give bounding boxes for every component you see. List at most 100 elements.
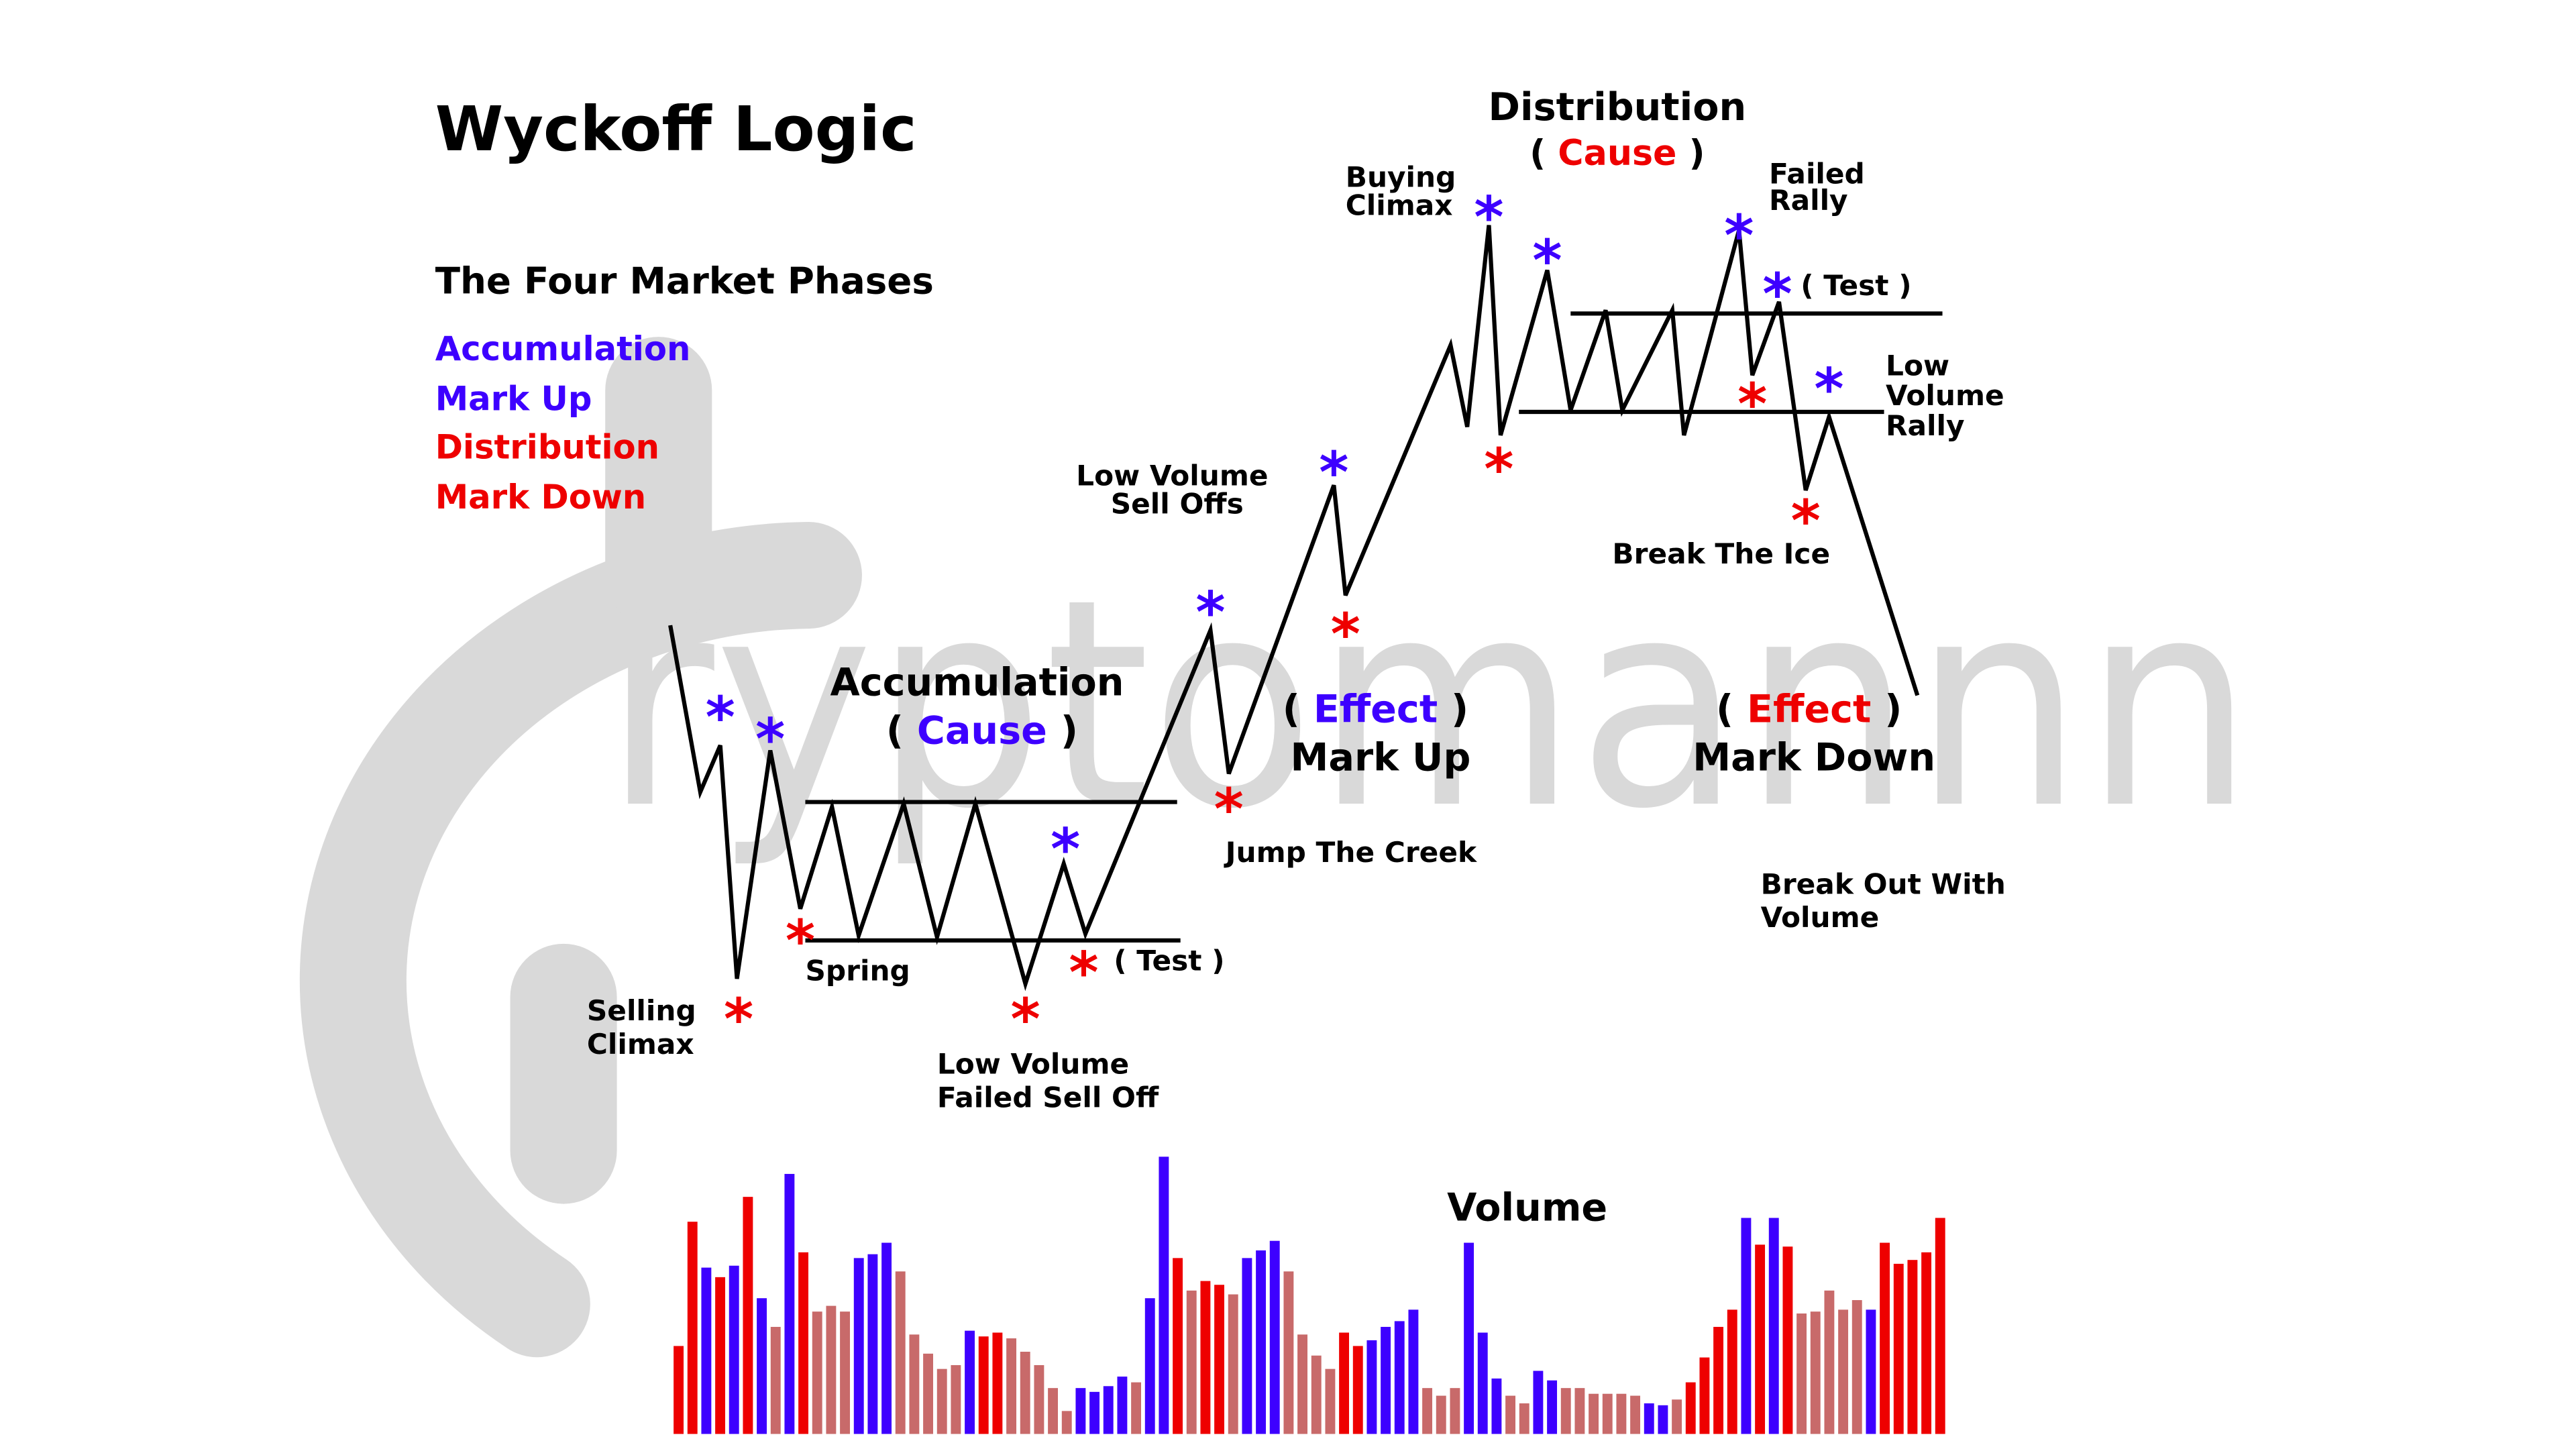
page-title: Wyckoff Logic: [435, 93, 917, 165]
volume-bar: [1381, 1326, 1391, 1434]
paren-close: ): [1451, 687, 1468, 731]
paren-open: (: [1283, 687, 1300, 731]
volume-bar: [895, 1271, 906, 1434]
marker-red: *: [1069, 940, 1098, 1006]
volume-bar: [674, 1346, 684, 1434]
volume-bar: [1685, 1382, 1696, 1434]
accumulation-title: Accumulation: [830, 661, 1124, 705]
volume-bar: [1366, 1340, 1377, 1434]
marker-red: *: [1484, 436, 1513, 502]
volume-bar: [1519, 1403, 1529, 1434]
label-line: Volume: [1761, 901, 1880, 934]
label-low-volume-failed-sell-off: Low Volume Failed Sell Off: [937, 1048, 1159, 1114]
marker-red: *: [724, 987, 753, 1053]
volume-bar: [1727, 1309, 1737, 1434]
volume-bar: [1144, 1298, 1155, 1434]
phase-legend-accumulation: Accumulation: [435, 329, 691, 368]
label-line: Rally: [1886, 409, 1965, 442]
label-buying-climax: Buying Climax: [1346, 160, 1466, 221]
label-jump-the-creek: Jump The Creek: [1224, 836, 1477, 869]
volume-bar: [1644, 1403, 1654, 1434]
paren-open: (: [1716, 687, 1733, 731]
volume-bar: [1242, 1258, 1252, 1434]
phases-subtitle: The Four Market Phases: [435, 260, 934, 303]
distribution-cause: ( Cause ): [1529, 133, 1705, 174]
volume-bar: [1103, 1386, 1114, 1434]
volume-bar: [1020, 1351, 1030, 1434]
volume-bar: [1755, 1244, 1766, 1434]
price-path: [668, 225, 1920, 991]
volume-bar: [867, 1254, 878, 1434]
volume-bar: [743, 1197, 753, 1434]
volume-bar: [1048, 1388, 1059, 1434]
marker-red: *: [1214, 776, 1244, 842]
volume-bar: [1186, 1290, 1197, 1434]
label-line: Failed Sell Off: [937, 1081, 1159, 1114]
volume-bar: [1269, 1240, 1280, 1434]
volume-bar: [1491, 1378, 1502, 1434]
volume-bar: [965, 1330, 975, 1434]
volume-bar: [1560, 1388, 1571, 1434]
watermark-logo: ryptomannn: [299, 337, 2254, 1358]
volume-bar: [1935, 1218, 1945, 1434]
label-line: Buying: [1346, 160, 1456, 193]
markdown-title: Mark Down: [1693, 735, 1935, 780]
volume-bar: [1408, 1309, 1419, 1434]
volume-bar: [1851, 1300, 1862, 1434]
marker-red: *: [1737, 371, 1767, 437]
label-line: Break Out With: [1761, 867, 2006, 900]
marker-red: *: [1010, 987, 1040, 1053]
markers: * * * * * * * * * * * * * * * * * * *: [706, 184, 1844, 1052]
marker-blue: *: [755, 706, 785, 772]
label-line: Failed: [1769, 157, 1865, 190]
volume-bar: [1782, 1246, 1793, 1434]
volume-bar: [1741, 1218, 1752, 1434]
volume-bar: [1574, 1388, 1585, 1434]
marker-blue: *: [1195, 580, 1225, 645]
volume-bar: [1602, 1393, 1613, 1434]
marker-blue: *: [1319, 439, 1348, 505]
label-line: Climax: [587, 1028, 694, 1061]
volume-bar: [701, 1267, 712, 1434]
volume-bar: [923, 1353, 933, 1434]
volume-title: Volume: [1447, 1185, 1607, 1230]
label-break-out-with-volume: Break Out With Volume: [1761, 867, 2016, 934]
volume-bar: [798, 1252, 809, 1434]
volume-bar: [881, 1242, 892, 1434]
label-low-volume-rally: Low Volume Rally: [1886, 349, 2014, 441]
label-line: Sell Offs: [1111, 488, 1244, 521]
volume-bar: [1464, 1242, 1474, 1434]
volume-bar: [1616, 1393, 1627, 1434]
effect-label: Effect: [1313, 687, 1438, 731]
volume-bar: [1117, 1377, 1128, 1434]
marker-red: *: [1331, 601, 1360, 667]
effect-label: Effect: [1747, 687, 1871, 731]
volume-bar: [1768, 1218, 1779, 1434]
marker-blue: *: [1051, 816, 1080, 882]
label-spring: Spring: [805, 955, 910, 987]
volume-bar: [770, 1326, 781, 1434]
volume-bar: [1256, 1250, 1267, 1434]
phase-legend-markdown: Mark Down: [435, 478, 646, 517]
marker-blue: *: [1814, 356, 1843, 422]
label-break-the-ice: Break The Ice: [1612, 537, 1830, 570]
volume-bar: [1228, 1294, 1238, 1434]
volume-bar: [1075, 1388, 1086, 1434]
paren-close: ): [1884, 687, 1902, 731]
volume-bar: [1866, 1309, 1876, 1434]
volume-bar: [1200, 1281, 1211, 1434]
phase-legend-distribution: Distribution: [435, 428, 659, 467]
volume-bar: [1699, 1357, 1710, 1434]
label-line: Selling: [587, 994, 696, 1027]
volume-bar: [1450, 1388, 1460, 1434]
volume-bar: [1505, 1395, 1516, 1434]
volume-bar: [826, 1305, 837, 1434]
label-low-volume-sell-offs: Low Volume Sell Offs: [1076, 459, 1278, 520]
paren-close: ): [1689, 133, 1705, 174]
volume-bar: [1394, 1321, 1405, 1434]
marker-red: *: [1791, 488, 1821, 553]
volume-bar: [978, 1336, 989, 1434]
volume-bar: [840, 1311, 851, 1434]
volume-bar: [1297, 1334, 1308, 1434]
